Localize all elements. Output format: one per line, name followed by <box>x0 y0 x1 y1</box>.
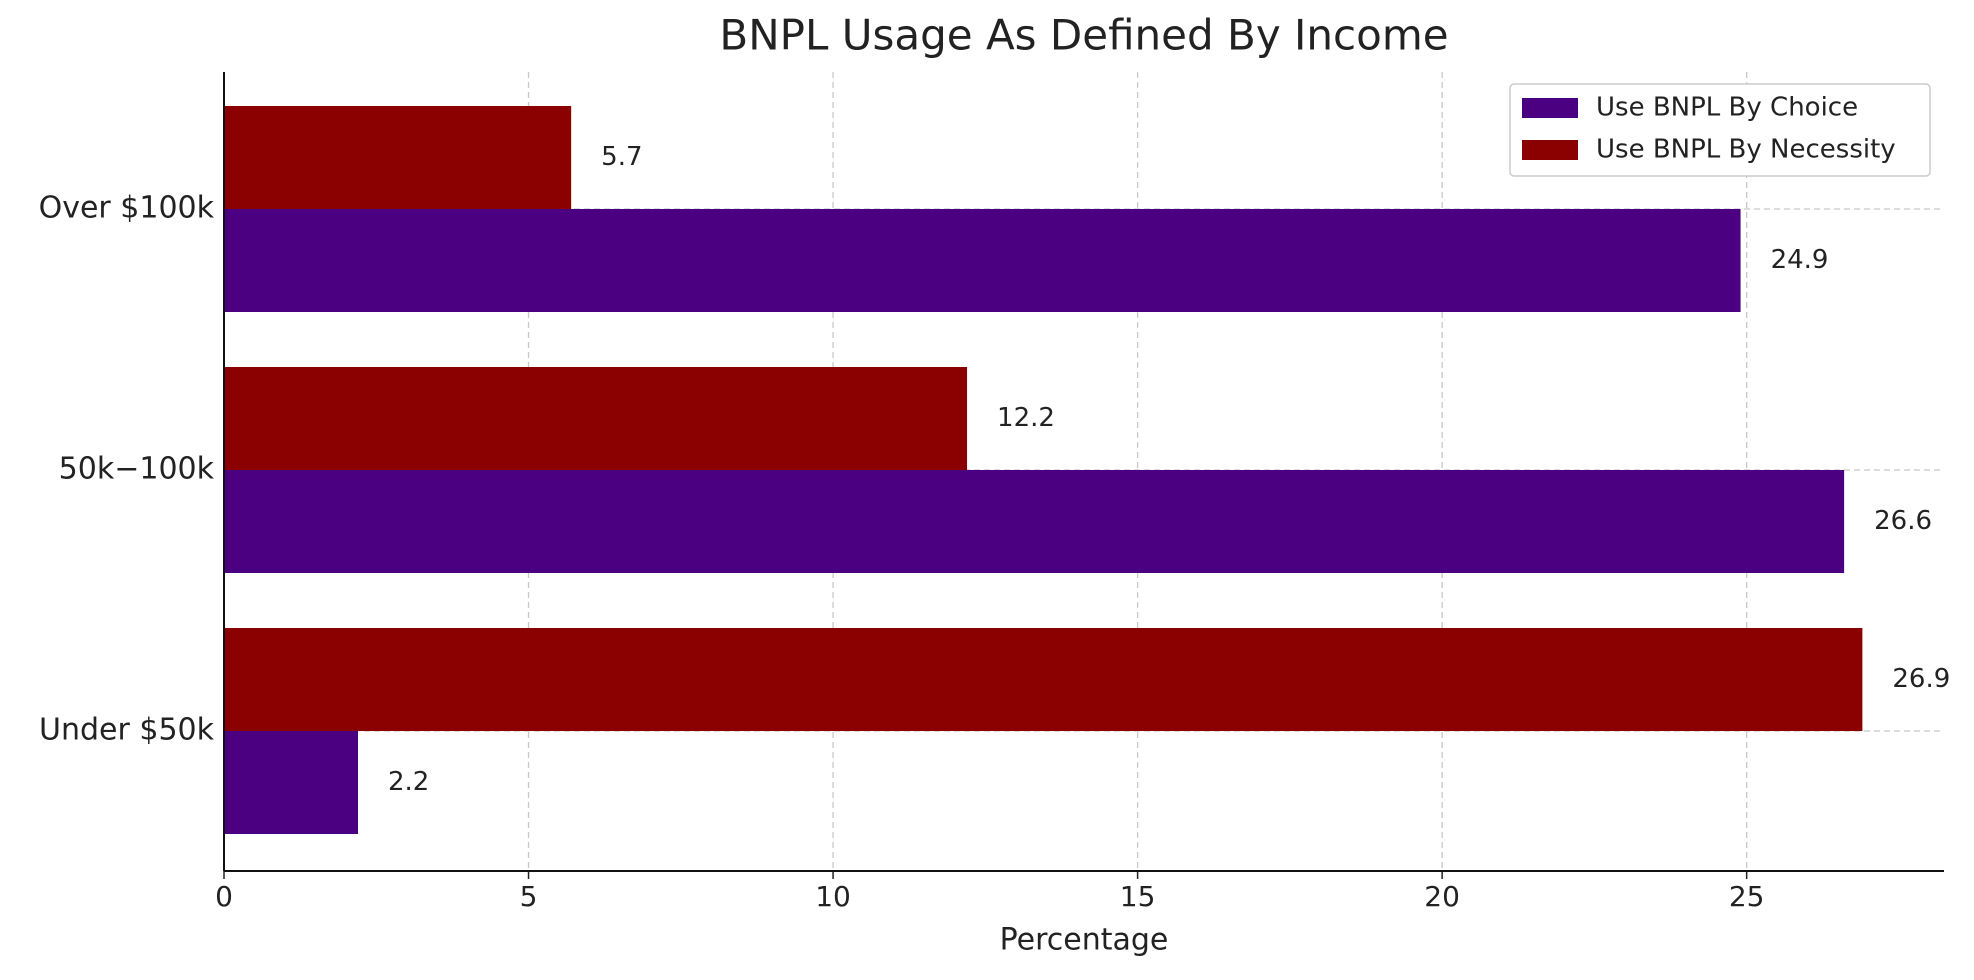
x-tick-label: 20 <box>1424 880 1460 913</box>
bar <box>224 470 1845 573</box>
x-tick-label: 5 <box>520 880 538 913</box>
legend: Use BNPL By Choice Use BNPL By Necessity <box>1509 83 1931 177</box>
bar <box>224 731 358 834</box>
chart-title: BNPL Usage As Defined By Income <box>719 11 1448 60</box>
x-tick-label: 0 <box>215 880 233 913</box>
legend-label: Use BNPL By Necessity <box>1596 135 1896 165</box>
x-tick-label: 15 <box>1120 880 1156 913</box>
x-tick-label: 10 <box>815 880 851 913</box>
y-tick-label: Under $50k <box>39 713 215 748</box>
y-tick-label: Over $100k <box>39 191 215 226</box>
legend-label: Use BNPL By Choice <box>1596 93 1858 123</box>
value-label: 26.9 <box>1892 664 1950 694</box>
value-label: 24.9 <box>1771 245 1829 275</box>
x-tick-label: 25 <box>1729 880 1765 913</box>
legend-swatch <box>1522 140 1578 160</box>
x-axis-label: Percentage <box>1000 923 1169 958</box>
bar <box>224 106 572 209</box>
legend-box <box>1509 83 1931 177</box>
bar <box>224 367 968 470</box>
value-label: 5.7 <box>601 142 642 172</box>
bar <box>224 209 1741 312</box>
value-label: 26.6 <box>1874 506 1932 536</box>
value-label: 12.2 <box>997 403 1055 433</box>
legend-swatch <box>1522 98 1578 118</box>
value-label: 2.2 <box>388 767 429 797</box>
bar <box>224 628 1863 731</box>
y-tick-label: 50k−100k <box>59 452 215 487</box>
